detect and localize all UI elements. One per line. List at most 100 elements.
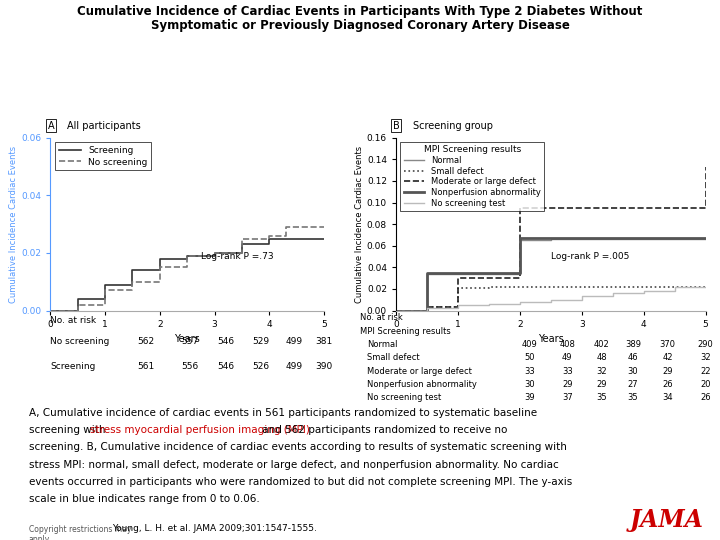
Nonperfusion abnormality: [546, 235, 555, 241]
No screening: [210, 249, 219, 256]
Text: 556: 556: [181, 362, 199, 371]
Text: Screening group: Screening group: [413, 121, 493, 131]
No screening test: [608, 290, 617, 296]
Text: Nonperfusion abnormality: Nonperfusion abnormality: [367, 380, 477, 389]
Small defect: [516, 284, 524, 290]
Text: 32: 32: [597, 367, 607, 376]
Text: and 562 participants randomized to receive no: and 562 participants randomized to recei…: [258, 425, 507, 435]
Text: 39: 39: [524, 393, 535, 402]
Text: 48: 48: [597, 353, 607, 362]
No screening: [183, 253, 192, 259]
Moderate or large defect: [516, 205, 524, 211]
Normal: [392, 307, 400, 314]
Text: MPI Screening results: MPI Screening results: [360, 327, 451, 335]
Text: 22: 22: [701, 367, 711, 376]
No screening: [320, 224, 328, 230]
Text: 389: 389: [625, 340, 641, 349]
Y-axis label: Cumulative Incidence Cardiac Events: Cumulative Incidence Cardiac Events: [9, 146, 19, 302]
Text: 46: 46: [628, 353, 639, 362]
Screening: [210, 249, 219, 256]
Text: screening. B, Cumulative incidence of cardiac events according to results of sys: screening. B, Cumulative incidence of ca…: [29, 442, 567, 453]
Text: 26: 26: [701, 393, 711, 402]
Text: Cumulative Incidence of Cardiac Events in Participants With Type 2 Diabetes With: Cumulative Incidence of Cardiac Events i…: [77, 5, 643, 18]
Small defect: [454, 285, 462, 291]
Text: 33: 33: [562, 367, 572, 376]
No screening: [128, 279, 137, 285]
Small defect: [423, 304, 431, 310]
Text: All participants: All participants: [67, 121, 140, 131]
Text: 499: 499: [285, 338, 302, 347]
Legend: Screening, No screening: Screening, No screening: [55, 142, 151, 170]
No screening test: [392, 307, 400, 314]
Text: Normal: Normal: [367, 340, 397, 349]
Text: screening with: screening with: [29, 425, 109, 435]
Text: 561: 561: [138, 362, 155, 371]
Text: Log-rank P =.005: Log-rank P =.005: [551, 252, 629, 261]
X-axis label: Years: Years: [538, 334, 564, 344]
Text: 30: 30: [628, 367, 639, 376]
Text: Small defect: Small defect: [367, 353, 420, 362]
Text: 32: 32: [701, 353, 711, 362]
Normal: [516, 237, 524, 244]
Text: scale in blue indicates range from 0 to 0.06.: scale in blue indicates range from 0 to …: [29, 494, 259, 504]
Text: 35: 35: [597, 393, 607, 402]
Text: 390: 390: [315, 362, 333, 371]
Text: A, Cumulative incidence of cardiac events in 561 participants randomized to syst: A, Cumulative incidence of cardiac event…: [29, 408, 537, 418]
Moderate or large defect: [485, 275, 493, 281]
Moderate or large defect: [423, 304, 431, 310]
Text: 42: 42: [662, 353, 672, 362]
Screening: [238, 241, 246, 247]
Text: 546: 546: [217, 362, 234, 371]
No screening: [238, 235, 246, 242]
Screening: [156, 255, 164, 262]
Text: 30: 30: [524, 380, 535, 389]
Text: 290: 290: [698, 340, 714, 349]
Text: 381: 381: [315, 338, 333, 347]
No screening: [101, 287, 109, 294]
Text: 29: 29: [597, 380, 607, 389]
Moderate or large defect: [392, 307, 400, 314]
Text: 29: 29: [662, 367, 672, 376]
Text: 35: 35: [628, 393, 639, 402]
Moderate or large defect: [454, 275, 462, 281]
Text: No. at risk: No. at risk: [50, 316, 96, 325]
Text: stress MPI: normal, small defect, moderate or large defect, and nonperfusion abn: stress MPI: normal, small defect, modera…: [29, 460, 559, 470]
Text: 370: 370: [660, 340, 675, 349]
Screening: [320, 235, 328, 242]
Text: No. at risk: No. at risk: [360, 313, 402, 322]
Screening: [265, 235, 274, 242]
No screening test: [701, 284, 710, 290]
Text: Copyright restrictions may
apply: Copyright restrictions may apply: [29, 525, 131, 540]
Text: events occurred in participants who were randomized to but did not complete scre: events occurred in participants who were…: [29, 477, 572, 487]
Text: 34: 34: [662, 393, 673, 402]
Line: Screening: Screening: [50, 239, 324, 310]
No screening: [46, 307, 55, 314]
Text: Moderate or large defect: Moderate or large defect: [367, 367, 472, 376]
Text: Young, L. H. et al. JAMA 2009;301:1547-1555.: Young, L. H. et al. JAMA 2009;301:1547-1…: [112, 524, 317, 533]
Text: Log-rank P =.73: Log-rank P =.73: [201, 252, 274, 261]
Text: Screening: Screening: [50, 362, 96, 371]
Screening: [128, 267, 137, 273]
Text: 20: 20: [701, 380, 711, 389]
Nonperfusion abnormality: [454, 269, 462, 276]
Text: 526: 526: [253, 362, 269, 371]
Small defect: [701, 284, 710, 290]
Normal: [454, 271, 462, 277]
No screening: [156, 264, 164, 271]
Text: 33: 33: [524, 367, 535, 376]
Small defect: [392, 307, 400, 314]
Text: 562: 562: [138, 338, 155, 347]
No screening: [265, 232, 274, 239]
Moderate or large defect: [701, 164, 710, 170]
Legend: Normal, Small defect, Moderate or large defect, Nonperfusion abnormality, No scr: Normal, Small defect, Moderate or large …: [400, 142, 544, 211]
Text: 529: 529: [253, 338, 269, 347]
Normal: [423, 271, 431, 277]
Text: 27: 27: [628, 380, 639, 389]
No screening test: [639, 288, 648, 294]
Line: No screening: No screening: [50, 227, 324, 310]
No screening test: [546, 296, 555, 303]
Text: 499: 499: [285, 362, 302, 371]
Screening: [73, 296, 82, 302]
Text: No screening test: No screening test: [367, 393, 441, 402]
No screening test: [423, 305, 431, 312]
